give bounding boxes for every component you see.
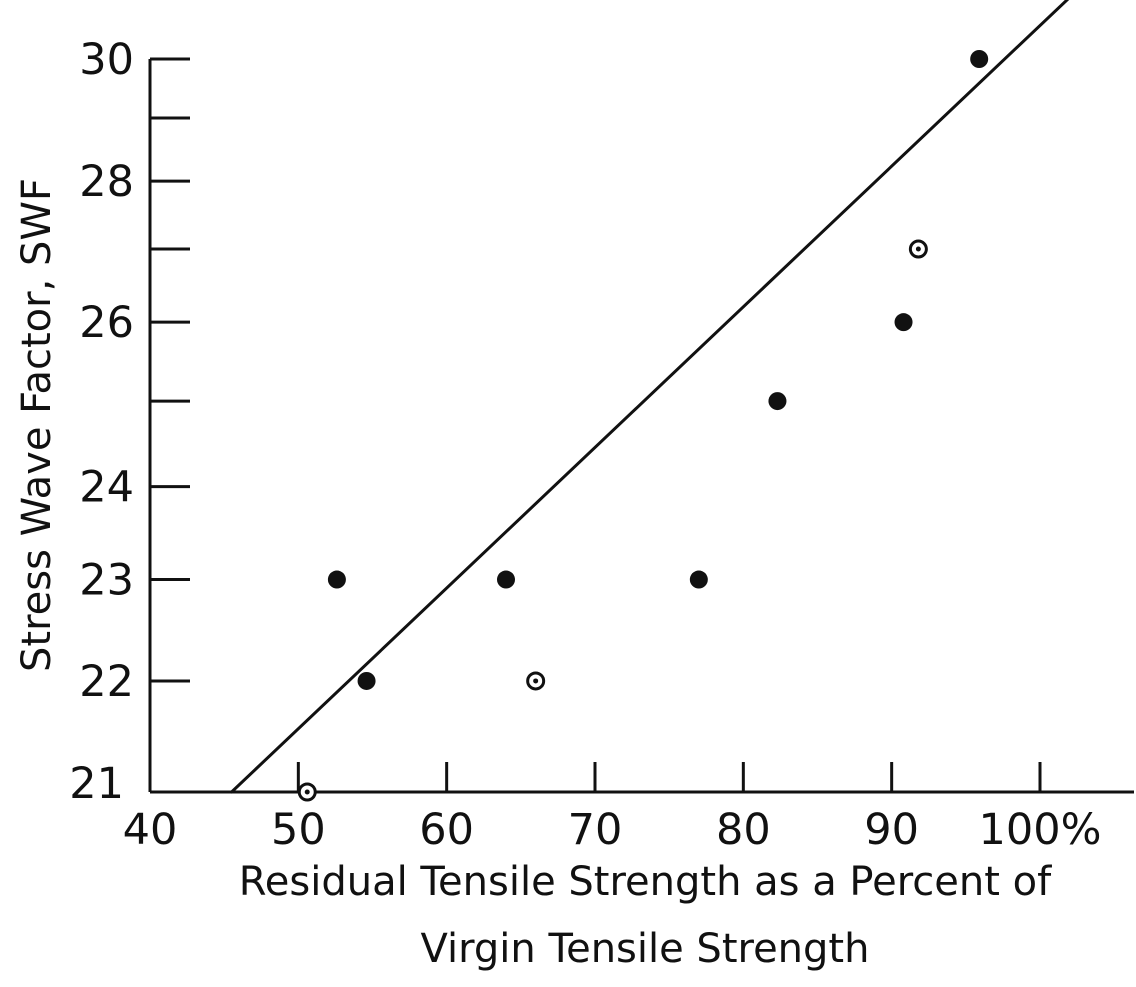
y-tick-label-30: 30 — [79, 35, 134, 85]
open-circle-center — [533, 678, 539, 684]
x-tick-label-90: 90 — [864, 805, 919, 855]
x-tick-label-50: 50 — [271, 805, 326, 855]
data-point-open-0 — [297, 782, 317, 802]
tick-marks — [150, 57, 1042, 792]
data-point-filled-4 — [768, 392, 787, 411]
y-tick-label-26: 26 — [79, 298, 134, 348]
x-axis-label-line-1: Residual Tensile Strength as a Percent o… — [239, 859, 1052, 905]
y-tick-label-22: 22 — [79, 657, 134, 707]
data-point-open-2 — [908, 239, 928, 259]
data-point-open-1 — [526, 671, 546, 691]
data-point-filled-0 — [327, 570, 346, 589]
y-tick-label-21: 21 — [69, 759, 124, 809]
open-circle-center — [915, 246, 921, 252]
data-point-filled-3 — [689, 570, 708, 589]
x-tick-label-60: 60 — [419, 805, 474, 855]
open-circle-center — [304, 789, 310, 795]
data-points — [297, 50, 989, 802]
data-point-filled-2 — [497, 570, 515, 589]
y-tick-label-28: 28 — [79, 157, 134, 207]
data-point-filled-1 — [357, 671, 376, 690]
x-axis-label-line-2: Virgin Tensile Strength — [421, 926, 870, 972]
regression-line — [230, 0, 1070, 794]
fit-line — [230, 0, 1070, 794]
y-tick-label-23: 23 — [79, 556, 134, 606]
y-tick-label-24: 24 — [79, 463, 134, 513]
x-tick-label-80: 80 — [716, 805, 771, 855]
data-point-filled-5 — [894, 313, 913, 332]
tick-labels: 40 50 60 70 80 90 100% 21 22 23 24 26 28 30 — [69, 35, 1101, 855]
data-point-filled-6 — [970, 50, 989, 68]
x-tick-label-70: 70 — [568, 805, 623, 855]
x-tick-label-100: 100% — [979, 805, 1102, 855]
y-axis-label: Stress Wave Factor, SWF — [14, 178, 60, 672]
x-tick-label-40: 40 — [123, 805, 178, 855]
